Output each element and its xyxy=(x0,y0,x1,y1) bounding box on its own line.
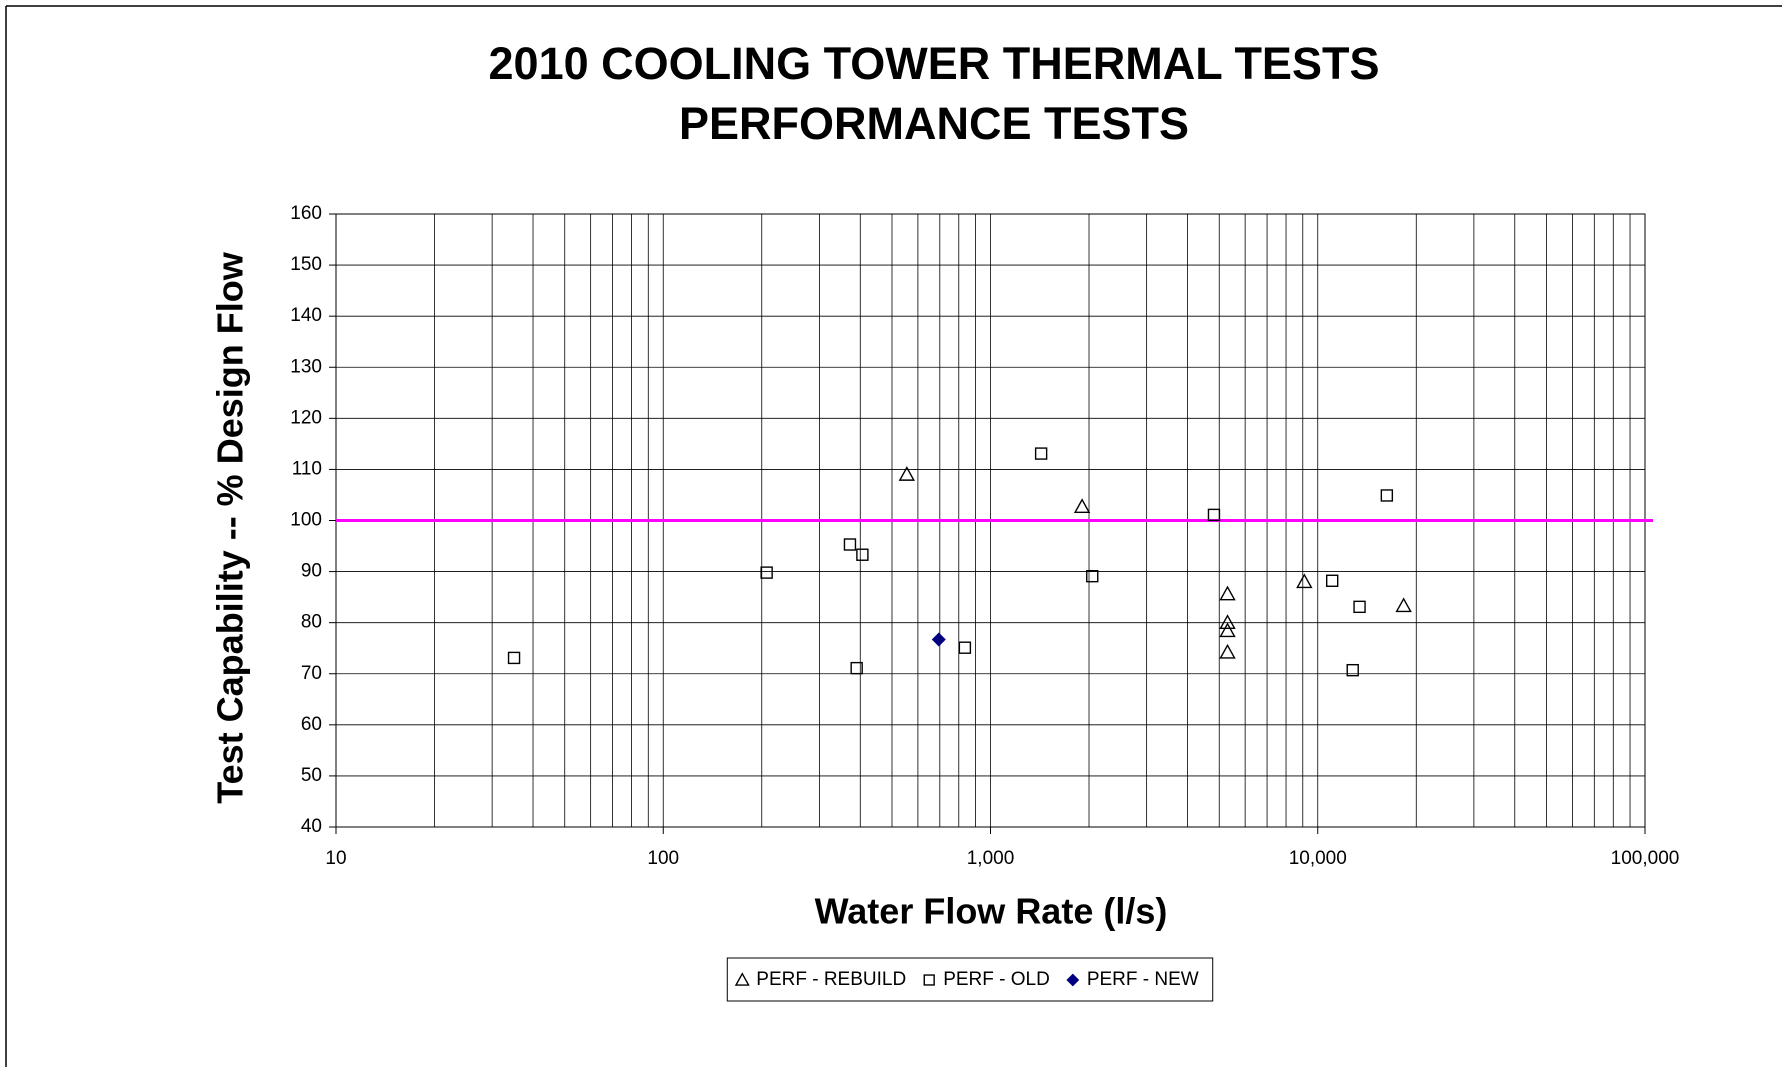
triangle-marker xyxy=(1219,643,1236,659)
y-tick-label: 60 xyxy=(301,714,322,735)
y-tick-label: 70 xyxy=(301,663,322,684)
x-tick-label: 10,000 xyxy=(1289,848,1347,869)
triangle-marker xyxy=(1219,622,1236,638)
y-tick-label: 140 xyxy=(290,305,322,326)
square-marker xyxy=(760,566,773,579)
y-tick-label: 160 xyxy=(290,203,322,224)
legend-label: PERF - REBUILD xyxy=(756,969,906,990)
legend-label: PERF - NEW xyxy=(1087,969,1199,990)
y-tick-label: 150 xyxy=(290,254,322,275)
triangle-marker xyxy=(734,972,750,986)
legend-box xyxy=(726,957,1214,1002)
square-marker xyxy=(958,641,972,654)
triangle-marker xyxy=(898,466,916,481)
square-marker xyxy=(1325,574,1339,587)
x-tick-label: 10 xyxy=(325,848,346,869)
square-marker xyxy=(1380,489,1394,502)
square-marker xyxy=(850,661,863,675)
diamond-marker xyxy=(1066,973,1080,987)
square-marker xyxy=(1207,508,1221,522)
square-marker xyxy=(1086,569,1099,583)
diamond-marker xyxy=(931,632,946,647)
y-tick-label: 40 xyxy=(301,816,322,837)
y-tick-label: 100 xyxy=(290,510,322,531)
y-tick-label: 90 xyxy=(301,561,322,582)
square-marker xyxy=(856,548,869,561)
y-tick-label: 130 xyxy=(290,356,322,377)
chart-subtitle: PERFORMANCE TESTS xyxy=(679,98,1189,149)
square-marker xyxy=(1353,600,1366,614)
y-tick-label: 50 xyxy=(301,765,322,786)
legend-label: PERF - OLD xyxy=(943,969,1050,990)
square-marker xyxy=(1034,447,1048,460)
y-tick-label: 110 xyxy=(292,458,322,479)
triangle-marker xyxy=(1073,498,1091,514)
square-marker xyxy=(1346,663,1359,677)
triangle-marker xyxy=(1296,573,1313,589)
y-tick-label: 80 xyxy=(301,612,322,633)
x-tick-label: 1,000 xyxy=(967,848,1015,869)
x-tick-label: 100 xyxy=(647,848,679,869)
y-axis-title: Test Capability -- % Design Flow xyxy=(210,251,251,803)
chart-title: 2010 COOLING TOWER THERMAL TESTS xyxy=(489,38,1380,89)
x-tick-label: 100,000 xyxy=(1611,848,1680,869)
x-axis-title: Water Flow Rate (l/s) xyxy=(815,891,1168,932)
triangle-marker xyxy=(1395,597,1412,613)
triangle-marker xyxy=(1219,614,1236,629)
y-tick-label: 120 xyxy=(290,407,322,428)
legend: PERF - REBUILD PERF - OLD PERF - NEW xyxy=(726,957,1214,1002)
square-marker xyxy=(843,538,857,551)
triangle-marker xyxy=(1219,585,1236,601)
square-marker xyxy=(507,651,521,665)
square-marker xyxy=(923,974,935,986)
